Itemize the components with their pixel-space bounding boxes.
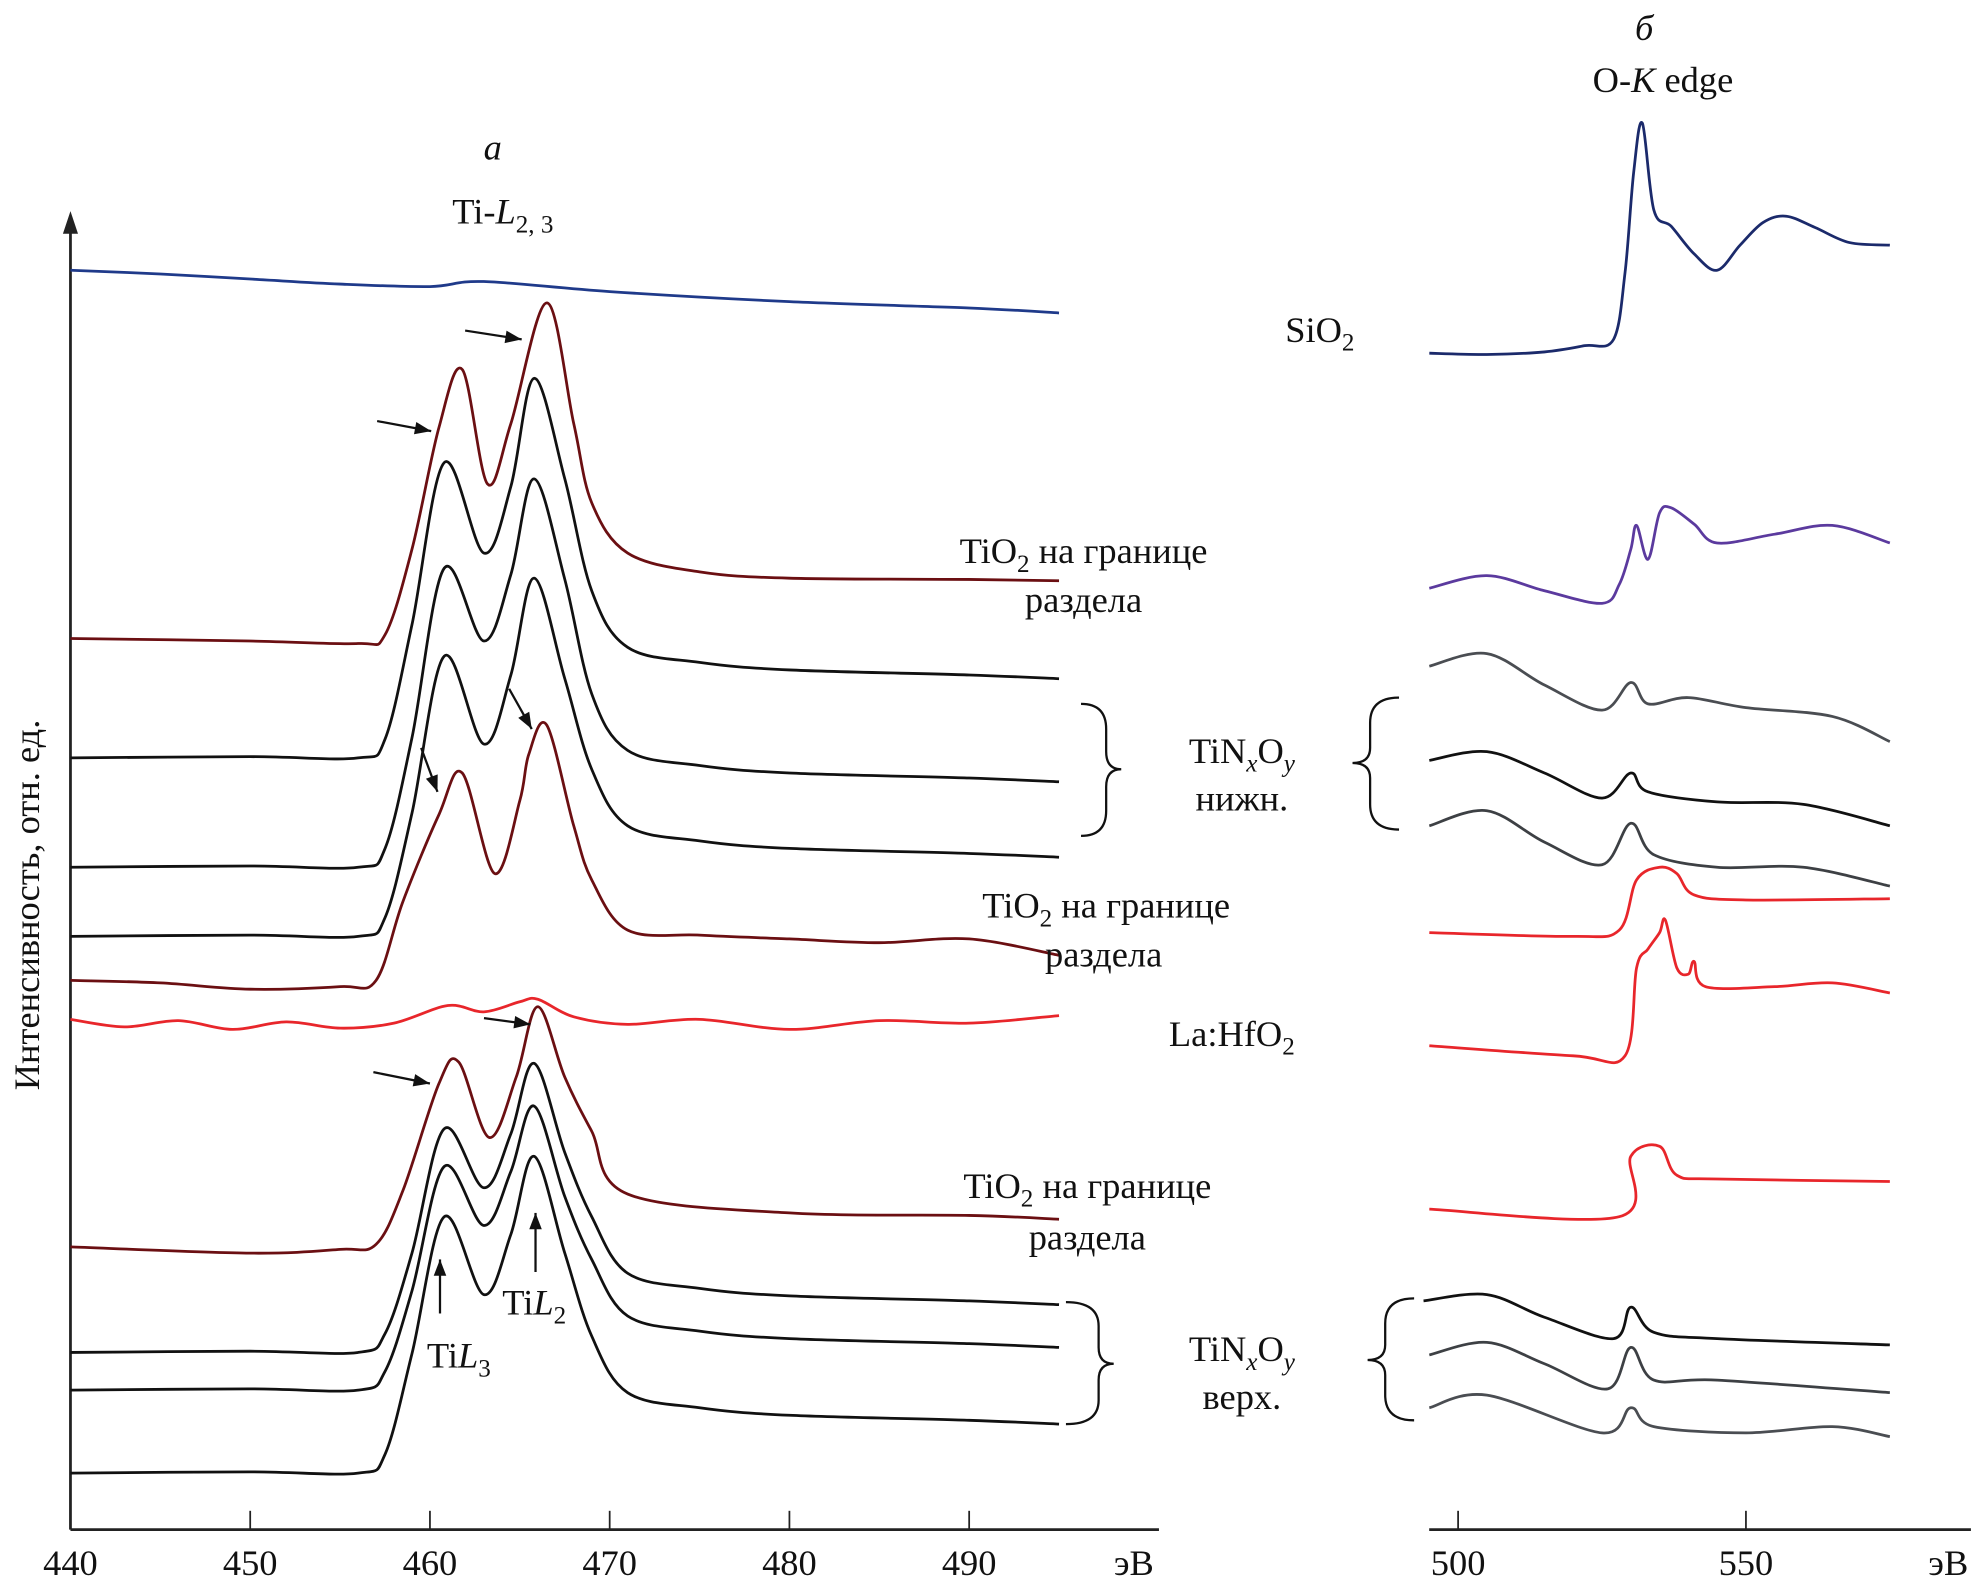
panel-b-label: б (1635, 8, 1655, 48)
spectrum-line-a-7 (70, 996, 1060, 1031)
svg-text:TiNxOy: TiNxOy (1189, 1329, 1296, 1376)
x-tick-label: 470 (582, 1543, 637, 1583)
spectrum-line-b-9 (1423, 1292, 1890, 1347)
spectrum-line-b-6 (1429, 865, 1890, 939)
label-ti-l2: TiL2 (502, 1283, 566, 1330)
label-sio2: SiO2 (1285, 310, 1354, 357)
spectrum-line-a-6 (70, 721, 1060, 991)
x-tick-label: 440 (43, 1543, 98, 1583)
spectrum-line-a-4 (70, 477, 1060, 870)
spectrum-line-b-2 (1428, 504, 1891, 605)
brace-left-lower-b (1352, 696, 1400, 831)
panel-a-axes: 440 450 460 470 480 490 эВ (43, 211, 1159, 1583)
braces (1065, 696, 1415, 1426)
spectrum-line-b-8 (1429, 1143, 1890, 1221)
x-tick-label: 490 (942, 1543, 997, 1583)
spectrum-line-b-11 (1428, 1393, 1891, 1439)
panel-a-label: а (484, 128, 502, 168)
brace-left-upper-b (1367, 1297, 1415, 1422)
svg-text:TiO2 на границе: TiO2 на границе (960, 531, 1208, 578)
arrowhead-icon (433, 1259, 447, 1276)
spectrum-line-a-9 (70, 1061, 1060, 1355)
svg-text:TiO2 на границе: TiO2 на границе (963, 1166, 1211, 1213)
panel-b-curves (1423, 121, 1891, 1439)
svg-text:TiNxOy: TiNxOy (1189, 731, 1296, 778)
x-tick-label: 450 (223, 1543, 278, 1583)
brace-right-lower-a (1081, 702, 1122, 837)
spectrum-line-b-4 (1429, 749, 1891, 828)
peak-arrows (373, 329, 542, 1314)
spectrum-line-a-3 (70, 376, 1060, 761)
svg-text:раздела: раздела (1029, 1217, 1146, 1257)
svg-text:нижн.: нижн. (1196, 779, 1289, 819)
x-tick-label: 460 (403, 1543, 458, 1583)
arrowhead-icon (513, 1015, 531, 1029)
panel-a-curves (70, 268, 1060, 1476)
spectrum-line-b-3 (1428, 651, 1891, 743)
arrowhead-icon (504, 330, 522, 344)
panel-b-title: O-K edge (1593, 60, 1734, 100)
panel-a-title: Ti-L2, 3 (452, 192, 553, 239)
label-la-hfo2: La:HfO2 (1169, 1014, 1295, 1061)
panel-b-axes: 500 550 эВ (1429, 1510, 1971, 1583)
arrowhead-icon (412, 1074, 430, 1087)
y-axis-label: Интенсивность, отн. ед. (7, 720, 47, 1091)
spectrum-line-a-10 (70, 1104, 1060, 1393)
svg-text:раздела: раздела (1025, 580, 1142, 620)
arrowhead-icon (518, 711, 532, 730)
arrowhead-icon (413, 421, 432, 435)
y-axis-arrow-icon (62, 211, 79, 234)
label-ti-l3: TiL3 (427, 1336, 491, 1383)
brace-right-upper-a (1065, 1301, 1114, 1426)
label-tio2-interface-2: TiO2 на границе раздела (982, 886, 1230, 975)
svg-text:TiO2 на границе: TiO2 на границе (982, 886, 1230, 933)
spectrum-line-b-1 (1429, 121, 1890, 356)
arrowhead-icon (425, 774, 438, 792)
spectrum-line-b-7 (1429, 917, 1891, 1065)
x-tick-label: 550 (1719, 1543, 1774, 1583)
spectrum-line-a-5 (70, 576, 1060, 939)
x-tick-label: 500 (1431, 1543, 1486, 1583)
spectrum-line-a-2 (70, 301, 1060, 647)
spectrum-line-a-11 (70, 1154, 1060, 1476)
svg-text:верх.: верх. (1203, 1377, 1282, 1417)
label-tio2-interface-3: TiO2 на границе раздела (963, 1166, 1211, 1258)
spectrum-line-a-8 (70, 1005, 1060, 1255)
x-unit-label: эВ (1928, 1543, 1968, 1583)
spectrum-line-b-10 (1428, 1341, 1890, 1395)
label-tinxoy-lower: TiNxOy нижн. (1189, 731, 1296, 819)
label-tio2-interface-1: TiO2 на границе раздела (960, 531, 1208, 620)
spectrum-line-a-1 (70, 268, 1060, 315)
svg-text:раздела: раздела (1045, 935, 1162, 975)
arrowhead-icon (529, 1212, 542, 1230)
spectrum-line-b-5 (1428, 809, 1891, 888)
x-tick-label: 480 (762, 1543, 817, 1583)
label-tinxoy-upper: TiNxOy верх. (1189, 1329, 1296, 1417)
x-unit-label: эВ (1114, 1543, 1154, 1583)
